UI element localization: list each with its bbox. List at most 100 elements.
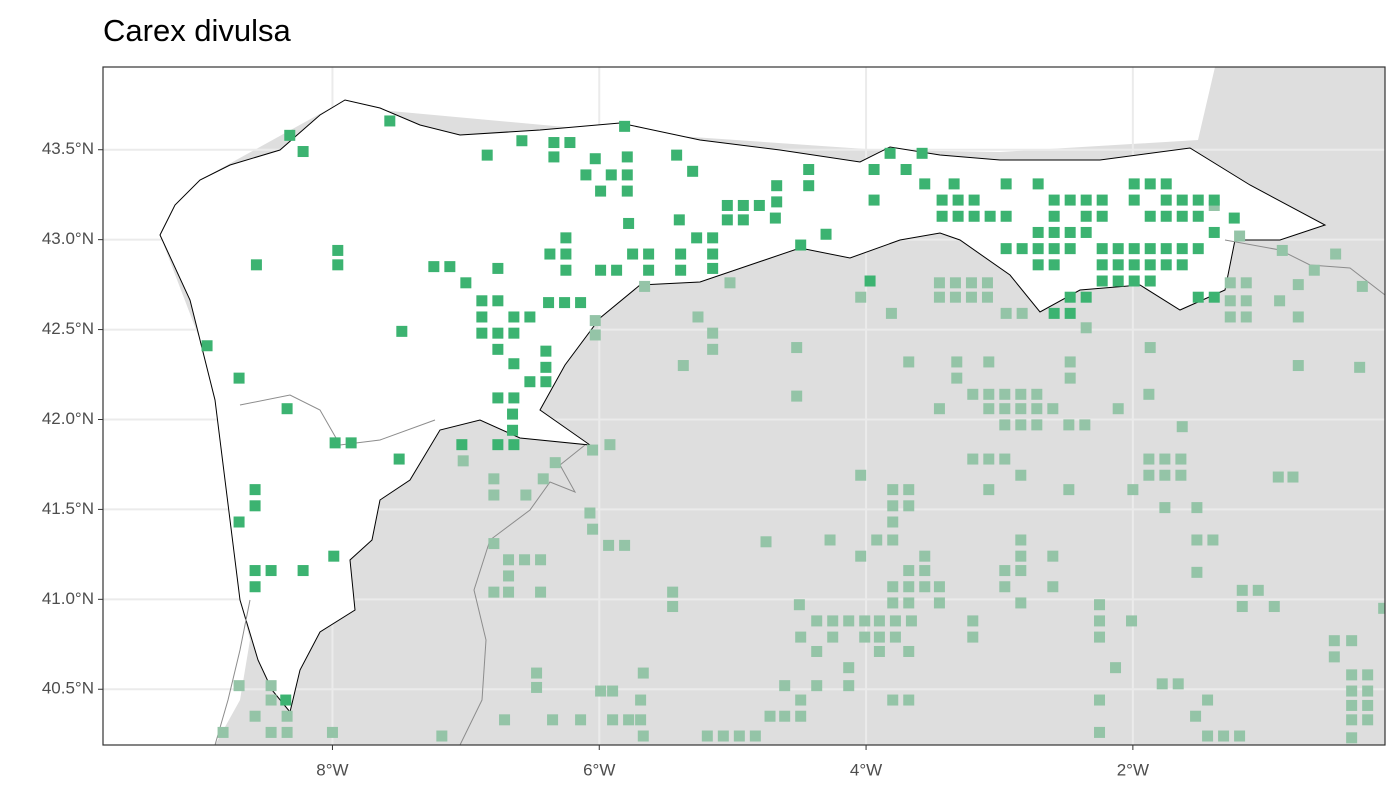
point <box>843 680 855 692</box>
point <box>1110 662 1122 674</box>
point <box>968 210 980 222</box>
point <box>508 358 520 370</box>
point <box>889 631 901 643</box>
point <box>1032 243 1044 255</box>
point <box>233 372 245 384</box>
coastline <box>214 599 251 745</box>
point <box>1015 403 1027 415</box>
point <box>1192 194 1204 206</box>
point <box>560 264 572 276</box>
point <box>531 681 543 693</box>
point <box>444 261 456 273</box>
point <box>999 403 1011 415</box>
point <box>933 291 945 303</box>
point <box>1308 264 1320 276</box>
point <box>1176 210 1188 222</box>
point <box>855 469 867 481</box>
point <box>643 248 655 260</box>
point <box>795 239 807 251</box>
point <box>760 536 772 548</box>
point <box>1175 469 1187 481</box>
point <box>460 277 472 289</box>
point <box>635 714 647 726</box>
point <box>1031 403 1043 415</box>
point <box>233 516 245 528</box>
point <box>635 694 647 706</box>
point <box>604 439 616 451</box>
y-tick-label: 41.5°N <box>42 499 94 518</box>
point <box>1159 453 1171 465</box>
point <box>503 570 515 582</box>
point <box>537 473 549 485</box>
point <box>1160 178 1172 190</box>
point <box>1346 685 1358 697</box>
point <box>811 645 823 657</box>
y-tick-label: 42.0°N <box>42 409 94 428</box>
point <box>983 356 995 368</box>
point <box>1048 210 1060 222</box>
point <box>265 680 277 692</box>
point <box>1096 194 1108 206</box>
point <box>999 419 1011 431</box>
point <box>1143 388 1155 400</box>
point <box>919 178 931 190</box>
point <box>1128 243 1140 255</box>
point <box>621 185 633 197</box>
point <box>1354 361 1366 373</box>
y-tick-label: 43.0°N <box>42 229 94 248</box>
point <box>1252 584 1264 596</box>
point <box>1128 259 1140 271</box>
point <box>1208 194 1220 206</box>
point <box>949 291 961 303</box>
point <box>619 539 631 551</box>
point <box>1330 248 1342 260</box>
point <box>771 180 783 192</box>
point <box>1064 194 1076 206</box>
point <box>1016 243 1028 255</box>
point <box>611 264 623 276</box>
point <box>903 597 915 609</box>
point <box>393 453 405 465</box>
point <box>1000 243 1012 255</box>
point <box>724 277 736 289</box>
point <box>1208 291 1220 303</box>
point <box>771 196 783 208</box>
point <box>905 615 917 627</box>
point <box>1144 275 1156 287</box>
point <box>1287 471 1299 483</box>
point <box>951 356 963 368</box>
point <box>476 311 488 323</box>
point <box>531 667 543 679</box>
point <box>1031 419 1043 431</box>
point <box>769 212 781 224</box>
point <box>575 297 587 309</box>
point <box>933 403 945 415</box>
point <box>1346 714 1358 726</box>
point <box>843 615 855 627</box>
point <box>621 151 633 163</box>
point <box>721 199 733 211</box>
point <box>1240 277 1252 289</box>
point <box>887 500 899 512</box>
point <box>1156 678 1168 690</box>
point <box>265 565 277 577</box>
point <box>1063 484 1075 496</box>
point <box>507 424 519 436</box>
point <box>675 248 687 260</box>
point <box>903 694 915 706</box>
point <box>488 538 500 550</box>
point <box>1234 730 1246 742</box>
point <box>249 500 261 512</box>
x-tick-label: 6°W <box>583 760 615 779</box>
point <box>1080 194 1092 206</box>
point <box>983 403 995 415</box>
point <box>1048 307 1060 319</box>
point <box>1218 730 1230 742</box>
point <box>297 565 309 577</box>
point <box>691 232 703 244</box>
point <box>1224 277 1236 289</box>
point <box>1096 259 1108 271</box>
ocean <box>103 67 1215 745</box>
point <box>281 403 293 415</box>
point <box>1160 243 1172 255</box>
